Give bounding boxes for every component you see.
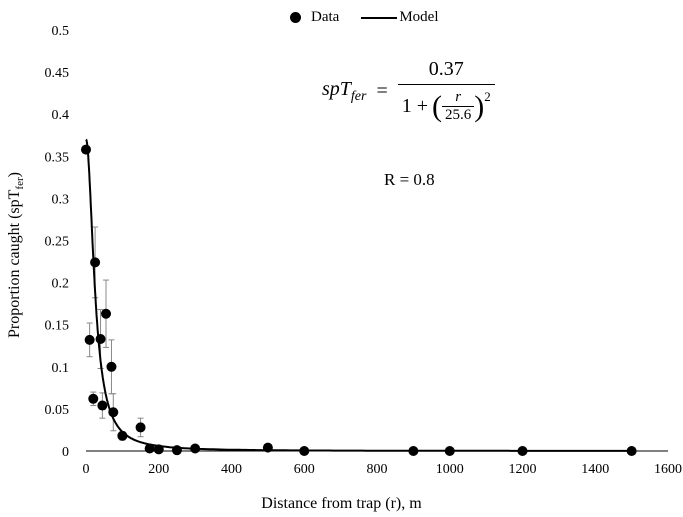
x-tick-label: 600: [294, 462, 315, 477]
equation-lhs: spTfer: [322, 78, 366, 105]
model-line: [85, 138, 632, 452]
x-tick-label: 200: [148, 462, 169, 477]
y-axis-label-close: ): [5, 172, 23, 178]
equation-denominator-prefix: 1 +: [401, 95, 429, 117]
x-tick-label: 1200: [509, 462, 537, 477]
y-tick-label: 0.15: [45, 319, 70, 334]
x-tick-label: 1600: [654, 462, 682, 477]
legend: Data Model: [290, 9, 439, 26]
data-point: [135, 422, 146, 433]
data-point: [108, 407, 119, 418]
data-point: [95, 334, 106, 345]
equation-inner-fraction: r 25.6: [442, 89, 475, 124]
legend-data-label: Data: [311, 9, 340, 25]
equation-lhs-main: spT: [322, 77, 351, 100]
data-point: [299, 446, 310, 456]
correlation-annotation: R = 0.8: [384, 170, 435, 189]
x-tick-label: 1000: [436, 462, 464, 477]
equation-right-paren: ): [474, 89, 485, 123]
legend-model-label: Model: [399, 9, 439, 25]
axes: 0 200 400 600 800 1000 1200 1400 1600 0 0.05 0.1 0.1…: [45, 24, 683, 477]
data-point: [171, 445, 182, 456]
y-tick-label: 0.3: [52, 192, 70, 207]
equation-left-paren: (: [432, 89, 443, 123]
equation-inner-numerator: r: [455, 89, 462, 105]
y-tick-label: 0.35: [45, 150, 70, 165]
y-tick-label: 0.5: [52, 24, 70, 39]
y-tick-label: 0: [62, 445, 69, 460]
y-axis-label-sub: fer: [14, 177, 27, 190]
y-tick-label: 0.05: [45, 403, 70, 418]
data-points: [81, 144, 637, 456]
model-equation: spTfer = 0.37 1 + ( r 25.6 ) 2: [322, 58, 495, 124]
data-point: [144, 443, 155, 454]
data-point: [97, 400, 108, 411]
equation-fraction: 0.37 1 + ( r 25.6 ) 2: [397, 58, 495, 124]
legend-data-marker: [290, 12, 301, 23]
y-tick-label: 0.4: [52, 108, 70, 123]
data-point: [190, 443, 201, 454]
x-tick-label: 0: [83, 462, 90, 477]
y-tick-label: 0.2: [52, 277, 70, 292]
data-point: [444, 446, 455, 456]
equation-denominator: 1 + ( r 25.6 ) 2: [397, 84, 495, 124]
x-tick-label: 800: [367, 462, 388, 477]
data-point: [84, 334, 95, 345]
data-point: [153, 444, 164, 455]
equation-inner-denominator: 25.6: [442, 106, 475, 124]
data-point: [90, 257, 101, 268]
equation-numerator: 0.37: [428, 58, 464, 80]
data-point: [262, 442, 273, 453]
y-axis-label-main: Proportion caught (spT: [5, 189, 23, 338]
equation-equals: =: [376, 79, 388, 102]
x-tick-label: 1400: [581, 462, 609, 477]
y-tick-label: 0.1: [52, 361, 70, 376]
y-tick-label: 0.45: [45, 66, 70, 81]
y-axis-label: Proportion caught (spTfer): [6, 172, 26, 338]
data-point: [88, 393, 99, 404]
y-tick-label: 0.25: [45, 235, 70, 250]
data-point: [106, 361, 117, 372]
data-point: [101, 308, 112, 319]
equation-lhs-sub: fer: [350, 88, 367, 104]
data-point: [81, 144, 91, 155]
data-point: [117, 430, 128, 441]
data-point: [408, 446, 419, 456]
x-axis-label: Distance from trap (r), m: [261, 495, 422, 512]
data-point: [517, 446, 528, 456]
equation-exponent: 2: [484, 88, 491, 104]
data-point: [626, 446, 637, 456]
legend-model-line: [361, 16, 398, 19]
x-tick-label: 400: [221, 462, 242, 477]
